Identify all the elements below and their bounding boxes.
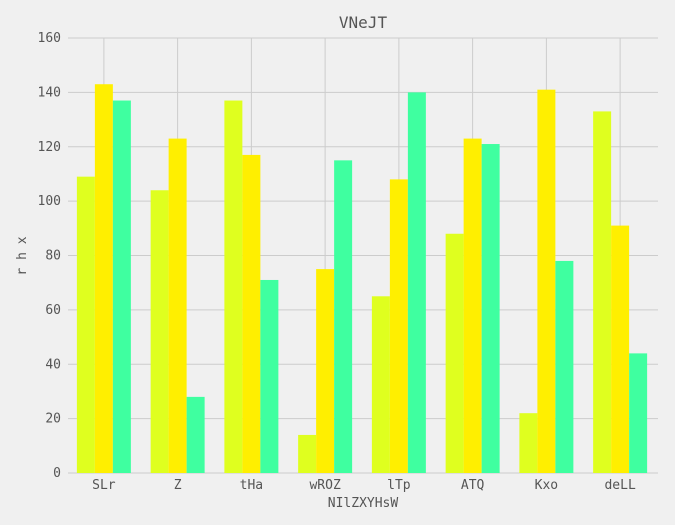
x-tick-label: ATQ [461,478,485,493]
bar [629,353,647,473]
y-tick-label: 120 [38,140,61,155]
y-tick-label: 60 [45,303,61,318]
bar [446,234,464,473]
y-tick-label: 140 [38,85,61,100]
bar [390,179,408,473]
x-tick-label: lTp [387,478,411,493]
y-tick-label: 160 [38,31,61,46]
chart-title: VNeJT [339,13,388,32]
bar [242,155,260,473]
bar [95,84,113,473]
bar [187,397,205,473]
y-tick-label: 80 [45,249,61,264]
bar [113,101,131,473]
bar [298,435,316,473]
bar [224,101,242,473]
y-tick-label: 40 [45,357,61,372]
bar [408,92,426,473]
bar [316,269,334,473]
y-axis-label: r h x [15,236,30,275]
x-tick-label: tHa [240,478,263,493]
y-tick-labels: 0 20 40 60 80 100 120 140 160 [38,31,61,481]
bar [334,160,352,473]
bar [169,139,187,473]
bar [260,280,278,473]
bar [482,144,500,473]
x-tick-label: Z [174,478,182,493]
y-tick-label: 100 [38,194,61,209]
x-axis-label: NIlZXYHsW [328,496,399,511]
bar [593,111,611,473]
bar [537,90,555,473]
bar [555,261,573,473]
x-tick-label: SLr [92,478,116,493]
y-tick-label: 0 [53,466,61,481]
x-tick-label: Kxo [535,478,558,493]
bar [372,296,390,473]
y-tick-label: 20 [45,412,61,427]
bar [151,190,169,473]
bar [611,226,629,473]
bar [464,139,482,473]
x-tick-label: deLL [604,478,635,493]
x-tick-label: wROZ [309,478,340,493]
bars [77,84,647,473]
bar [77,177,95,473]
bar [519,413,537,473]
